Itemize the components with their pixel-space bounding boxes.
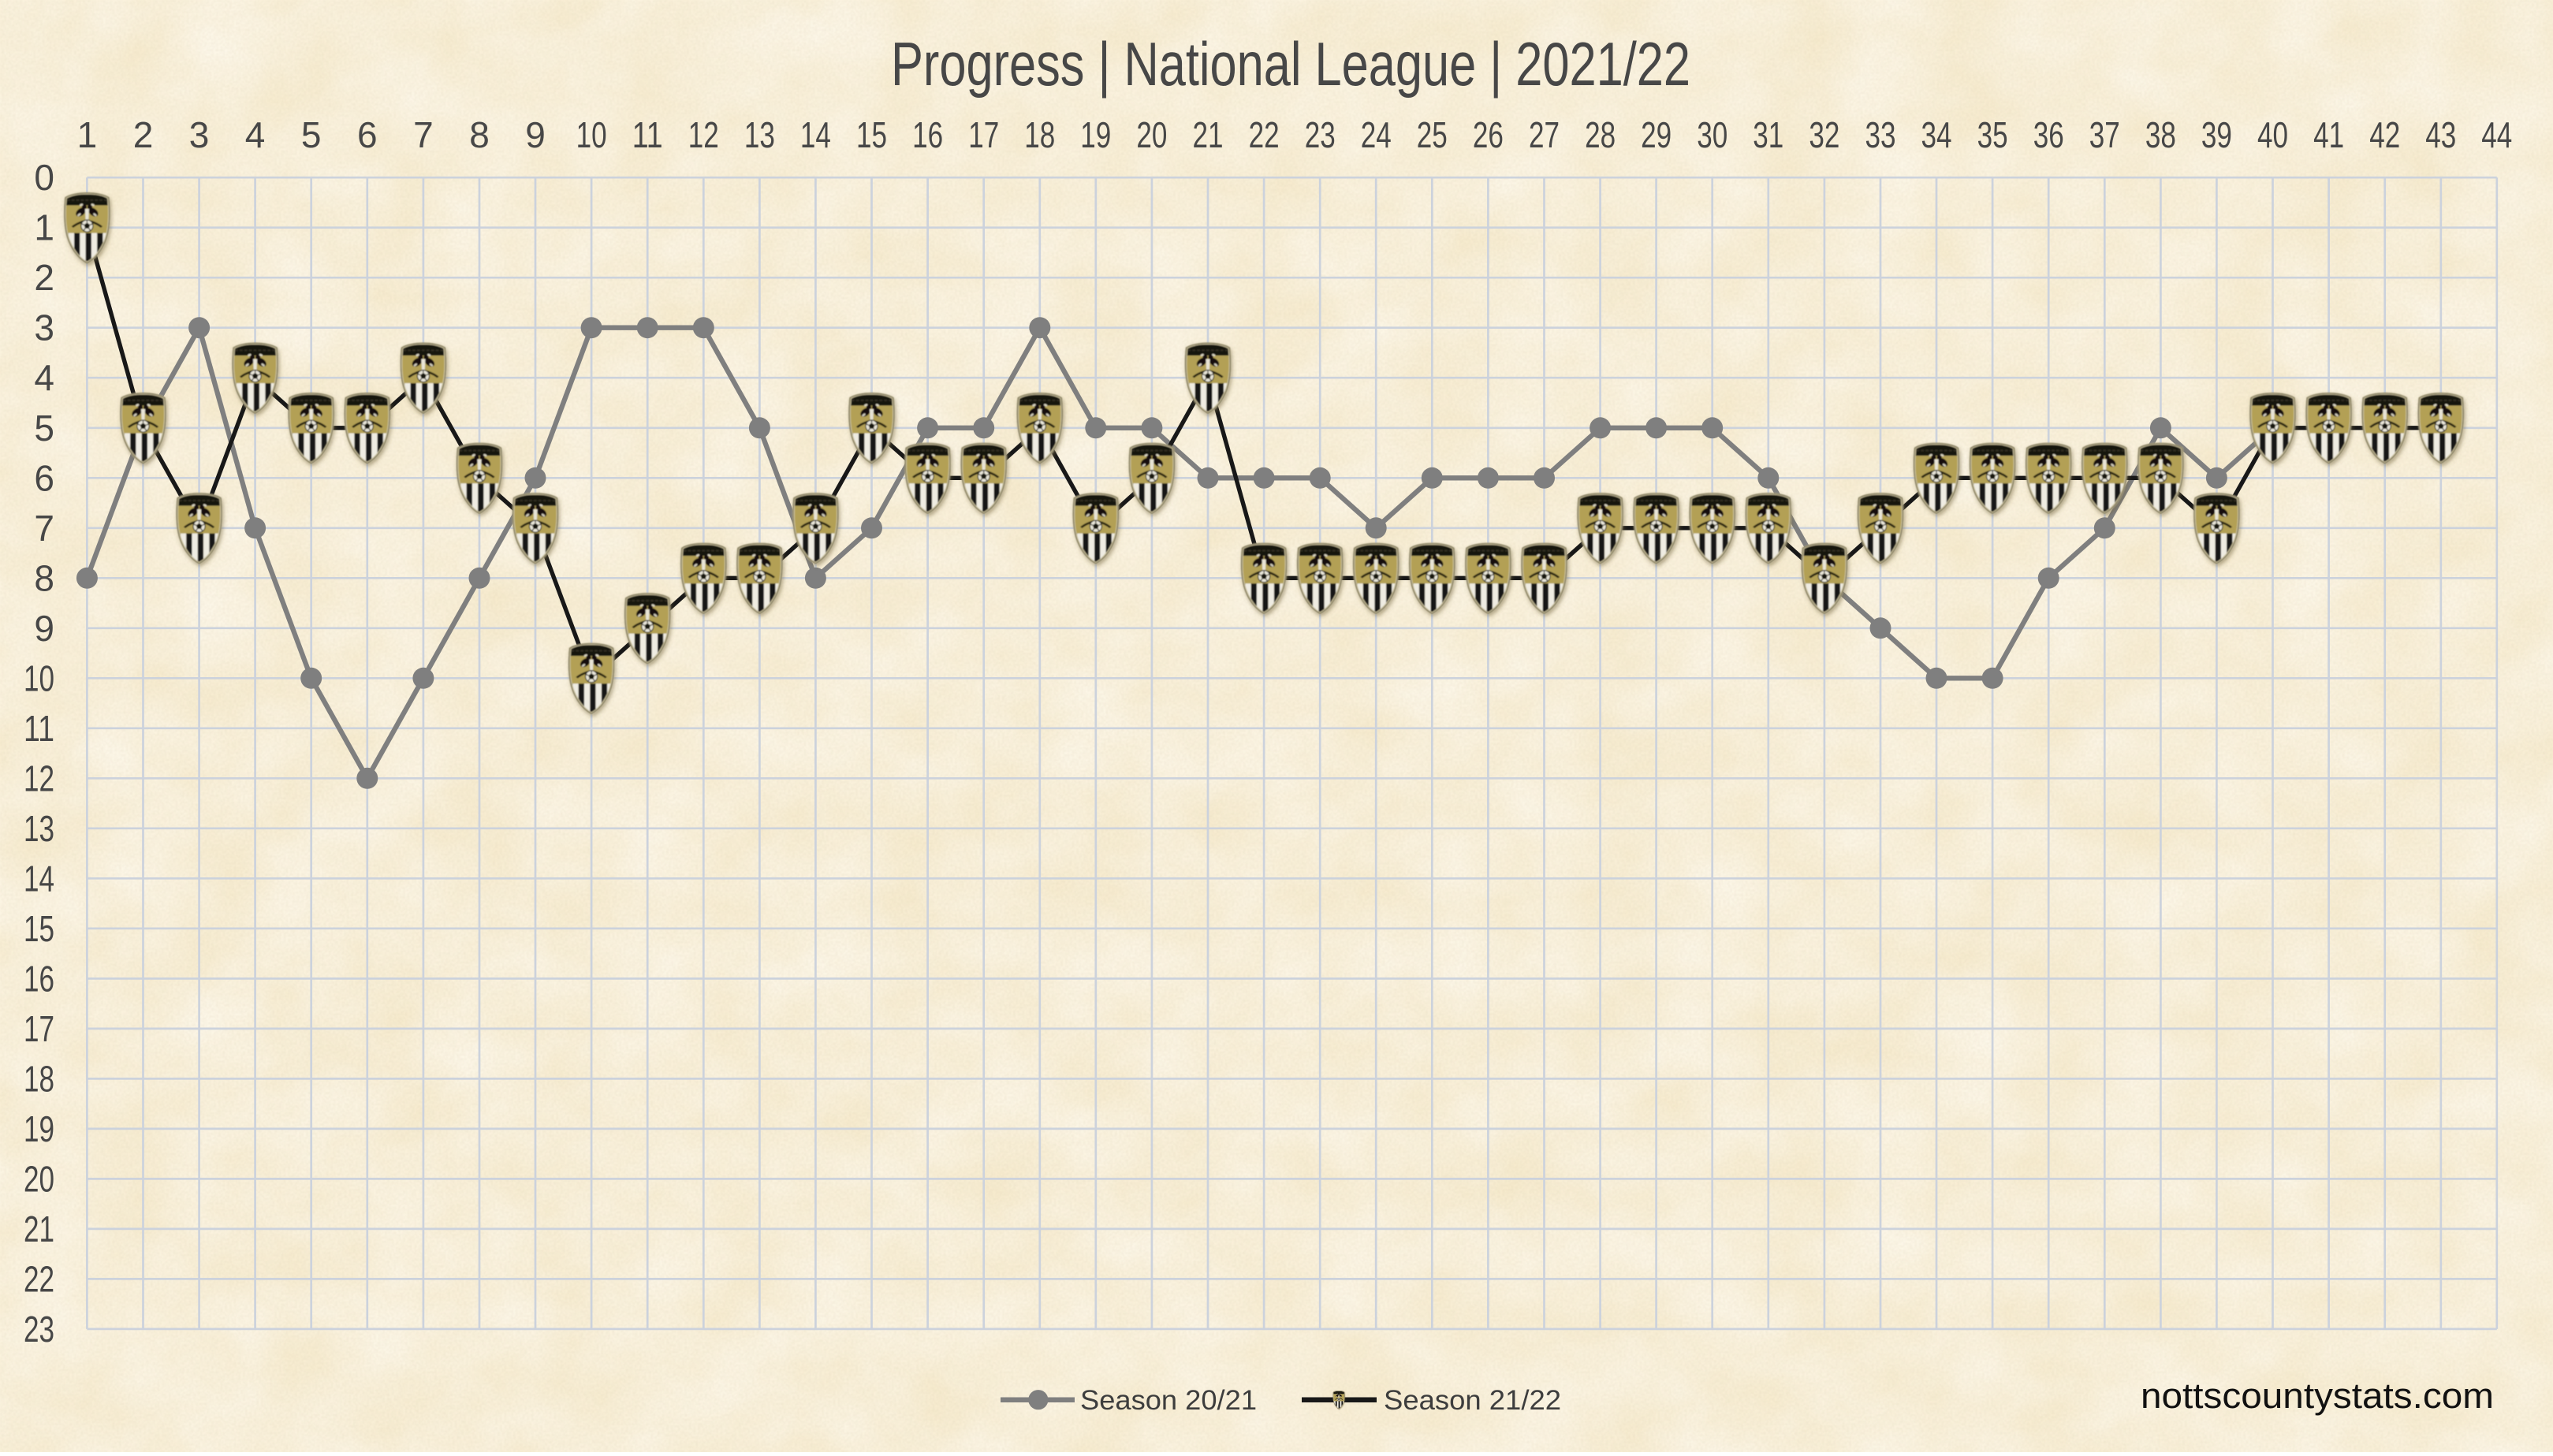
- svg-text:12: 12: [24, 758, 54, 799]
- svg-text:3: 3: [34, 307, 54, 348]
- svg-text:13: 13: [24, 808, 54, 849]
- svg-text:37: 37: [2089, 114, 2120, 155]
- svg-text:Season 20/21: Season 20/21: [1080, 1385, 1257, 1416]
- svg-text:17: 17: [968, 114, 999, 155]
- svg-text:1: 1: [77, 114, 98, 155]
- svg-text:17: 17: [24, 1008, 54, 1049]
- svg-text:14: 14: [800, 114, 831, 155]
- svg-text:5: 5: [301, 114, 322, 155]
- svg-text:7: 7: [413, 114, 434, 155]
- svg-text:10: 10: [576, 114, 607, 155]
- svg-text:8: 8: [34, 557, 54, 598]
- svg-text:0: 0: [34, 157, 54, 198]
- svg-text:2: 2: [133, 114, 154, 155]
- svg-text:22: 22: [1249, 114, 1280, 155]
- svg-text:10: 10: [24, 657, 54, 698]
- svg-text:Season 21/22: Season 21/22: [1384, 1385, 1561, 1416]
- svg-text:39: 39: [2201, 114, 2232, 155]
- svg-text:12: 12: [688, 114, 719, 155]
- svg-text:13: 13: [744, 114, 775, 155]
- svg-text:32: 32: [1809, 114, 1839, 155]
- svg-text:5: 5: [34, 408, 54, 449]
- svg-text:9: 9: [525, 114, 546, 155]
- svg-text:35: 35: [1977, 114, 2008, 155]
- svg-text:29: 29: [1641, 114, 1672, 155]
- svg-text:40: 40: [2257, 114, 2288, 155]
- svg-text:30: 30: [1697, 114, 1727, 155]
- svg-text:15: 15: [24, 908, 54, 949]
- svg-text:4: 4: [245, 114, 266, 155]
- svg-text:44: 44: [2481, 114, 2512, 155]
- svg-text:19: 19: [1080, 114, 1111, 155]
- svg-text:16: 16: [24, 958, 54, 999]
- svg-text:11: 11: [632, 114, 663, 155]
- svg-text:27: 27: [1529, 114, 1560, 155]
- svg-text:31: 31: [1753, 114, 1783, 155]
- svg-text:7: 7: [34, 508, 54, 549]
- svg-text:nottscountystats.com: nottscountystats.com: [2141, 1376, 2494, 1416]
- svg-text:25: 25: [1417, 114, 1448, 155]
- svg-text:21: 21: [24, 1208, 54, 1249]
- svg-text:26: 26: [1473, 114, 1504, 155]
- svg-text:18: 18: [1024, 114, 1055, 155]
- svg-text:38: 38: [2145, 114, 2176, 155]
- svg-text:4: 4: [34, 357, 54, 398]
- svg-text:16: 16: [912, 114, 943, 155]
- svg-text:8: 8: [469, 114, 490, 155]
- svg-text:23: 23: [24, 1309, 54, 1350]
- svg-text:20: 20: [24, 1158, 54, 1199]
- svg-text:21: 21: [1193, 114, 1224, 155]
- svg-text:23: 23: [1305, 114, 1336, 155]
- svg-text:33: 33: [1865, 114, 1896, 155]
- svg-text:Progress | National League | 2: Progress | National League | 2021/22: [891, 29, 1690, 99]
- svg-text:34: 34: [1921, 114, 1952, 155]
- svg-text:3: 3: [189, 114, 210, 155]
- svg-text:43: 43: [2425, 114, 2456, 155]
- svg-text:24: 24: [1361, 114, 1392, 155]
- svg-text:36: 36: [2033, 114, 2064, 155]
- svg-text:19: 19: [24, 1108, 54, 1149]
- svg-text:22: 22: [24, 1258, 54, 1299]
- svg-text:28: 28: [1585, 114, 1616, 155]
- svg-text:41: 41: [2313, 114, 2344, 155]
- svg-text:1: 1: [34, 207, 54, 248]
- svg-text:11: 11: [24, 708, 54, 749]
- svg-text:9: 9: [34, 608, 54, 649]
- svg-text:6: 6: [34, 457, 54, 498]
- svg-text:15: 15: [856, 114, 887, 155]
- svg-text:6: 6: [357, 114, 378, 155]
- svg-text:20: 20: [1136, 114, 1167, 155]
- svg-text:2: 2: [34, 257, 54, 298]
- svg-text:14: 14: [24, 858, 54, 899]
- svg-text:18: 18: [24, 1058, 54, 1099]
- svg-text:42: 42: [2369, 114, 2400, 155]
